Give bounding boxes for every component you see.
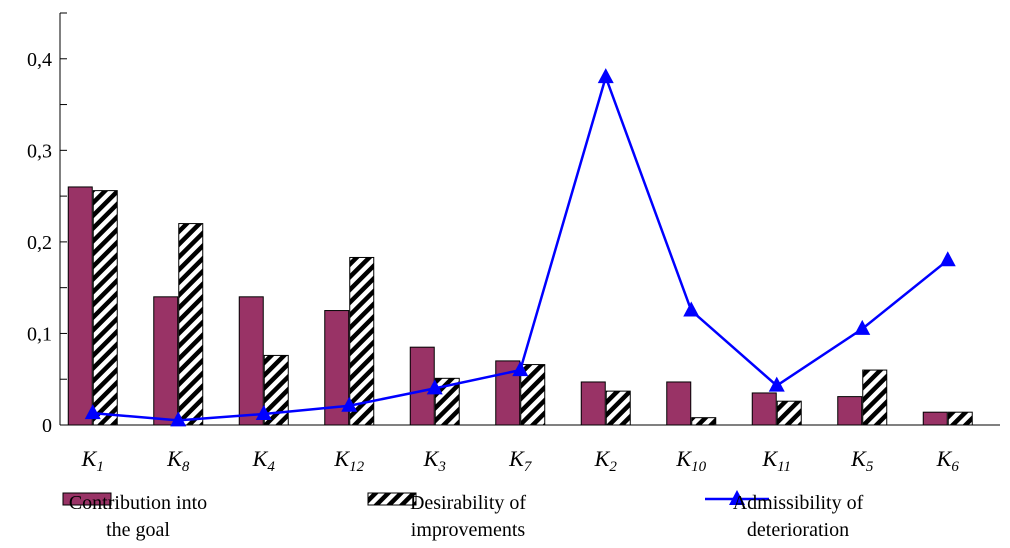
y-tick-label: 0 <box>42 415 52 437</box>
legend-label: deterioration <box>747 519 849 541</box>
bar-contribution <box>837 396 863 426</box>
y-axis-ticks: 0 0,1 0,2 0,3 0,4 <box>27 12 67 437</box>
bar-desirability <box>92 190 118 426</box>
x-axis-labels: K1 K8 K4 K12 K3 K7 K2 K10 K11 K5 K6 <box>81 446 960 475</box>
admissibility-marker <box>170 411 187 427</box>
admissibility-marker <box>84 404 101 420</box>
admissibility-marker <box>683 301 700 317</box>
bar-desirability <box>947 411 973 426</box>
bar-desirability <box>862 369 888 426</box>
legend-desirability: Desirability of improvements <box>367 492 526 541</box>
legend-contribution: Contribution into the goal <box>62 492 207 541</box>
admissibility-marker <box>597 68 614 84</box>
bar-desirability <box>605 390 631 426</box>
bar-contribution <box>751 392 777 426</box>
bar-desirability <box>691 417 717 426</box>
bar-contribution <box>238 296 264 426</box>
legend-swatch <box>62 492 112 506</box>
bar-desirability <box>178 223 204 426</box>
x-tick-label: K10 <box>675 446 706 475</box>
x-tick-label: K2 <box>594 446 618 475</box>
x-tick-label: K5 <box>850 446 874 475</box>
x-tick-label: K1 <box>81 446 104 475</box>
bar-desirability <box>776 400 802 426</box>
bars <box>60 186 1000 426</box>
legend-label: Desirability of <box>410 492 526 514</box>
x-tick-label: K6 <box>936 446 960 475</box>
x-tick-label: K4 <box>252 446 276 475</box>
admissibility-marker <box>341 396 358 412</box>
bar-contribution <box>666 381 692 426</box>
legend-swatch <box>367 492 417 506</box>
legend-label: the goal <box>106 519 170 541</box>
bar-contribution <box>67 186 93 426</box>
legend-label: Admissibility of <box>733 492 864 514</box>
legend: Contribution into the goal Desirability of… <box>62 490 864 541</box>
x-tick-label: K3 <box>423 446 446 475</box>
bar-contribution <box>153 296 179 426</box>
bar-contribution <box>922 411 948 426</box>
y-tick-label: 0,3 <box>27 140 52 162</box>
bar-contribution <box>409 346 435 426</box>
y-tick-label: 0,2 <box>27 232 52 254</box>
line-series <box>84 68 956 427</box>
legend-label: Contribution into <box>69 492 207 514</box>
y-tick-label: 0,1 <box>27 323 52 345</box>
bar-contribution <box>580 381 606 426</box>
legend-label: improvements <box>411 519 526 541</box>
x-tick-label: K11 <box>761 446 791 475</box>
admissibility-marker <box>939 251 956 267</box>
admissibility-marker <box>768 376 785 392</box>
x-tick-label: K12 <box>333 446 364 475</box>
admissibility-marker <box>426 379 443 395</box>
x-tick-label: K8 <box>166 446 190 475</box>
legend-marker <box>729 490 745 505</box>
legend-admissibility: Admissibility of deterioration <box>705 490 864 541</box>
bar-desirability <box>349 256 375 426</box>
admissibility-marker <box>255 405 272 421</box>
admissibility-marker <box>854 319 871 335</box>
y-tick-label: 0,4 <box>27 49 52 71</box>
admissibility-marker <box>512 361 529 377</box>
x-tick-label: K7 <box>508 446 533 475</box>
